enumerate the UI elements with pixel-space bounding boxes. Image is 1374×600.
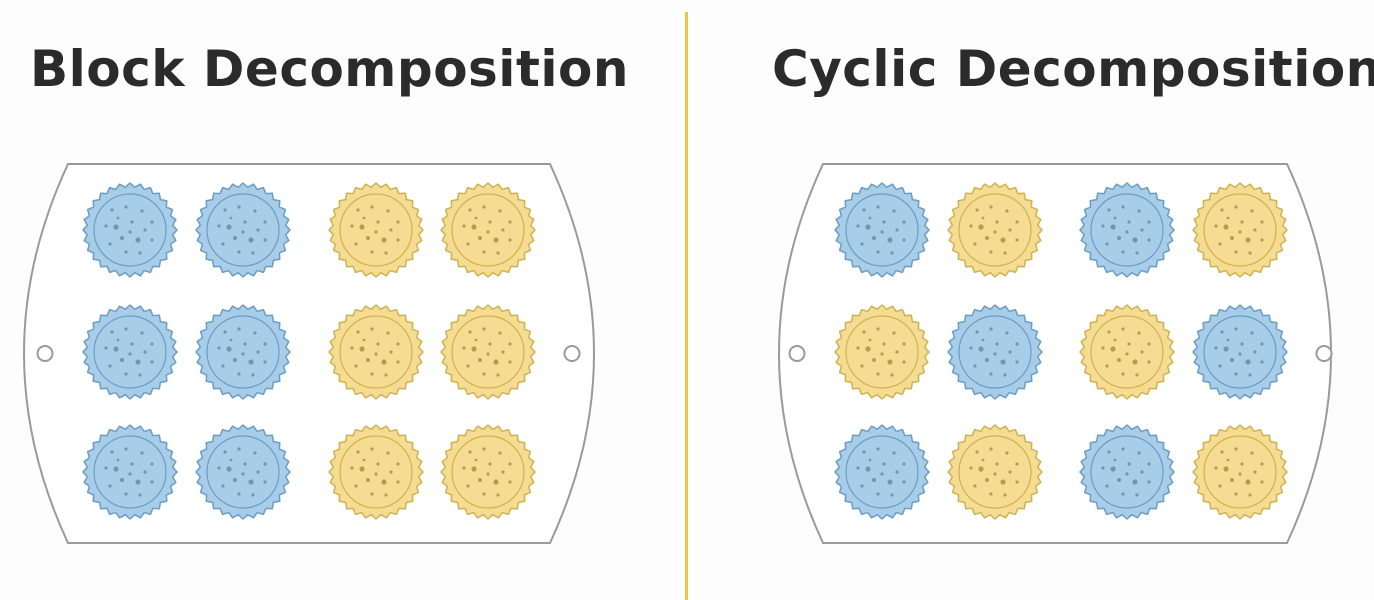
blue-cracker xyxy=(195,424,291,520)
blue-cracker xyxy=(1079,182,1175,278)
yellow-cracker xyxy=(440,304,536,400)
yellow-cracker xyxy=(440,424,536,520)
yellow-cracker xyxy=(1079,304,1175,400)
blue-cracker xyxy=(82,182,178,278)
yellow-cracker xyxy=(947,182,1043,278)
yellow-cracker xyxy=(328,182,424,278)
yellow-cracker xyxy=(947,424,1043,520)
blue-cracker xyxy=(82,424,178,520)
tray-hole-right xyxy=(563,345,581,362)
yellow-cracker xyxy=(328,424,424,520)
yellow-cracker xyxy=(1192,182,1288,278)
block-decomposition-title: Block Decomposition xyxy=(30,40,629,98)
cyclic-decomposition-tray xyxy=(778,163,1333,544)
blue-cracker xyxy=(82,304,178,400)
blue-cracker xyxy=(1192,304,1288,400)
tray-hole-left xyxy=(36,345,54,362)
tray-hole-right xyxy=(1315,345,1333,362)
block-decomposition-tray xyxy=(23,163,595,544)
yellow-cracker xyxy=(440,182,536,278)
blue-cracker xyxy=(195,304,291,400)
blue-cracker xyxy=(834,424,930,520)
yellow-cracker xyxy=(834,304,930,400)
blue-cracker xyxy=(834,182,930,278)
yellow-cracker xyxy=(1192,424,1288,520)
blue-cracker xyxy=(1079,424,1175,520)
yellow-cracker xyxy=(328,304,424,400)
blue-cracker xyxy=(947,304,1043,400)
divider-line xyxy=(685,12,688,600)
tray-hole-left xyxy=(788,345,806,362)
blue-cracker xyxy=(195,182,291,278)
cyclic-decomposition-title: Cyclic Decomposition xyxy=(772,40,1374,98)
